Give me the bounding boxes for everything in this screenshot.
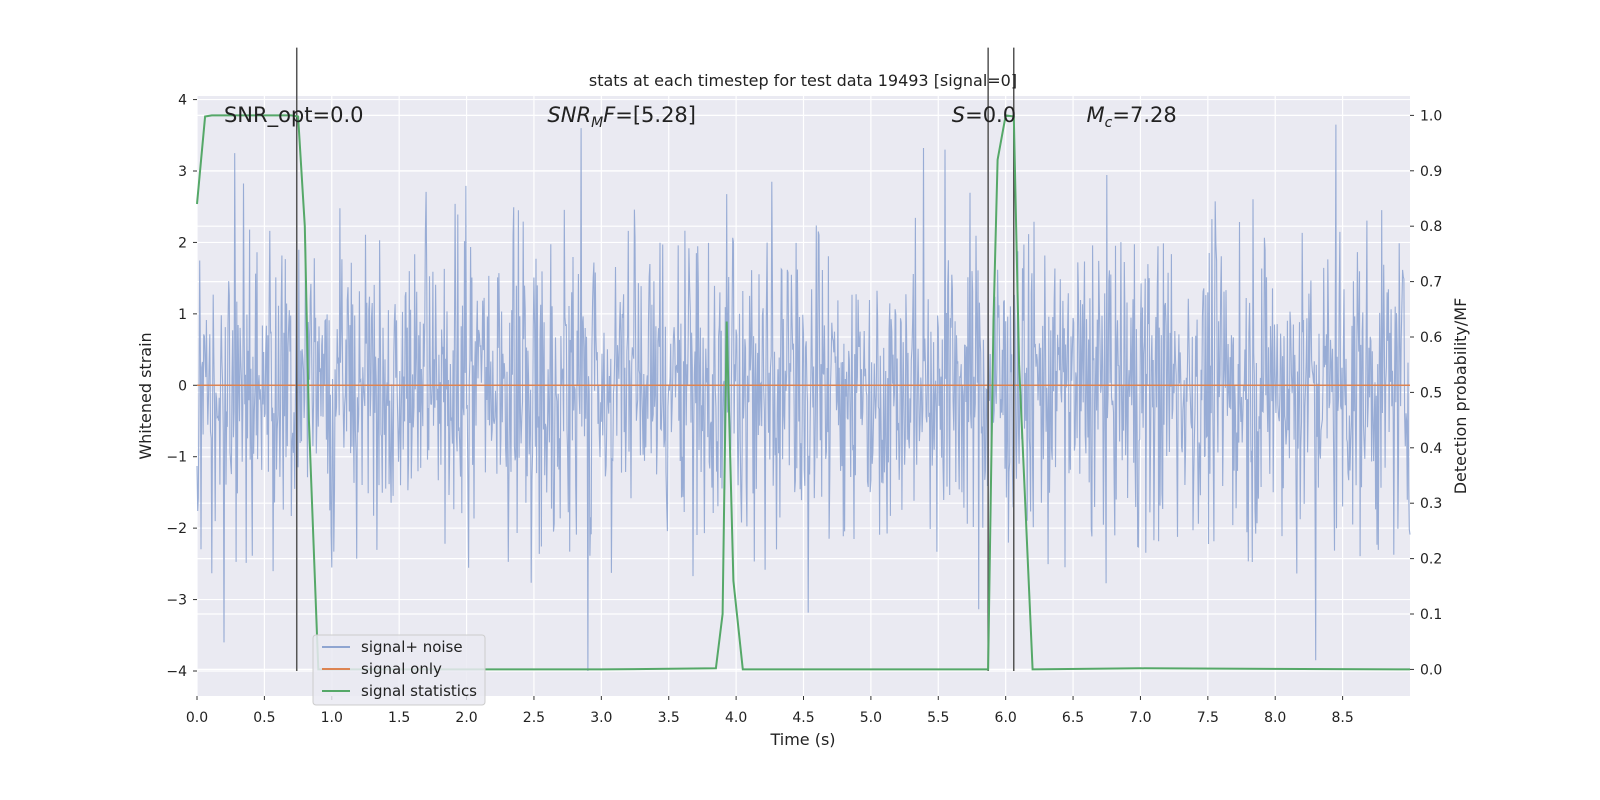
legend-box [312,634,486,706]
legend-label-signal-only: signal only [361,660,442,678]
y-tick-label-4: 0 [178,378,187,394]
annotation-2: S=0.0 [952,103,1016,127]
y-ticks: 4 3 2 1 0 −1 −2 −3 −4 [166,93,197,680]
series-line-signal-statistics [196,114,1411,671]
x-tick-label-8: 4.0 [725,710,747,726]
x-ticks: 0.0 0.5 1.0 1.5 2.0 2.5 3.0 3.5 4.0 4.5 5.0 5.5 6.0 6… [186,696,1354,726]
x-tick-label-5: 2.5 [523,710,545,726]
y2-ticks: 1.0 0.9 0.8 0.7 0.6 0.5 0.4 0.3 0.2 0.1 0.0 [1410,108,1442,678]
y-tick-label-3: 1 [178,307,187,323]
x-tick-label-9: 4.5 [792,710,814,726]
y2-tick-label-4: 0.6 [1420,330,1442,346]
x-tick-label-13: 6.5 [1062,710,1084,726]
x-tick-label-3: 1.5 [388,710,410,726]
y-tick-label-7: −3 [166,593,187,609]
y2-tick-label-6: 0.4 [1420,441,1442,457]
y2-tick-label-0: 1.0 [1420,108,1442,124]
x-tick-label-15: 7.5 [1197,710,1219,726]
series-signal-statistics [196,114,1411,671]
y-axis-label: Whitened strain [136,332,155,459]
y2-tick-label-7: 0.3 [1420,496,1442,512]
chart-title: stats at each timestep for test data 194… [589,71,1017,90]
y2-axis-label: Detection probability/MF [1451,298,1470,495]
y-tick-label-8: −4 [166,664,187,680]
y-tick-label-6: −2 [166,521,187,537]
x-tick-label-0: 0.0 [186,710,208,726]
y-tick-label-5: −1 [166,450,187,466]
x-tick-label-7: 3.5 [658,710,680,726]
annotations: SNR_opt=0.0 SNRMF=[5.28] S=0.0 Mc=7.28 [224,103,1177,131]
legend-label-signal-plus-noise: signal+ noise [361,638,463,656]
y2-tick-label-2: 0.8 [1420,219,1442,235]
y2-tick-label-8: 0.2 [1420,552,1442,568]
annotation-3: Mc=7.28 [1087,103,1177,131]
y2-tick-label-3: 0.7 [1420,275,1442,291]
annotation-1: SNRMF=[5.28] [547,103,696,131]
x-tick-label-1: 0.5 [253,710,275,726]
annotation-0: SNR_opt=0.0 [224,103,364,128]
series-line-signal-plus-noise [196,124,1411,672]
y2-tick-label-5: 0.5 [1420,385,1442,401]
x-tick-label-10: 5.0 [860,710,882,726]
x-tick-label-11: 5.5 [927,710,949,726]
x-tick-label-17: 8.5 [1331,710,1353,726]
y-tick-label-0: 4 [178,93,187,109]
series-signal-plus-noise [196,124,1411,672]
x-tick-label-4: 2.0 [455,710,477,726]
x-tick-label-14: 7.0 [1129,710,1151,726]
x-tick-label-6: 3.0 [590,710,612,726]
y2-tick-label-9: 0.1 [1420,607,1442,623]
y2-tick-label-1: 0.9 [1420,164,1442,180]
legend: signal+ noise signal only signal statist… [312,634,486,706]
y2-tick-label-10: 0.0 [1420,662,1442,678]
x-tick-label-16: 8.0 [1264,710,1286,726]
x-tick-label-2: 1.0 [321,710,343,726]
x-axis-label: Time (s) [769,730,835,749]
x-tick-label-12: 6.0 [995,710,1017,726]
y-tick-label-2: 2 [178,235,187,251]
legend-label-signal-statistics: signal statistics [361,682,477,700]
y-tick-label-1: 3 [178,164,187,180]
